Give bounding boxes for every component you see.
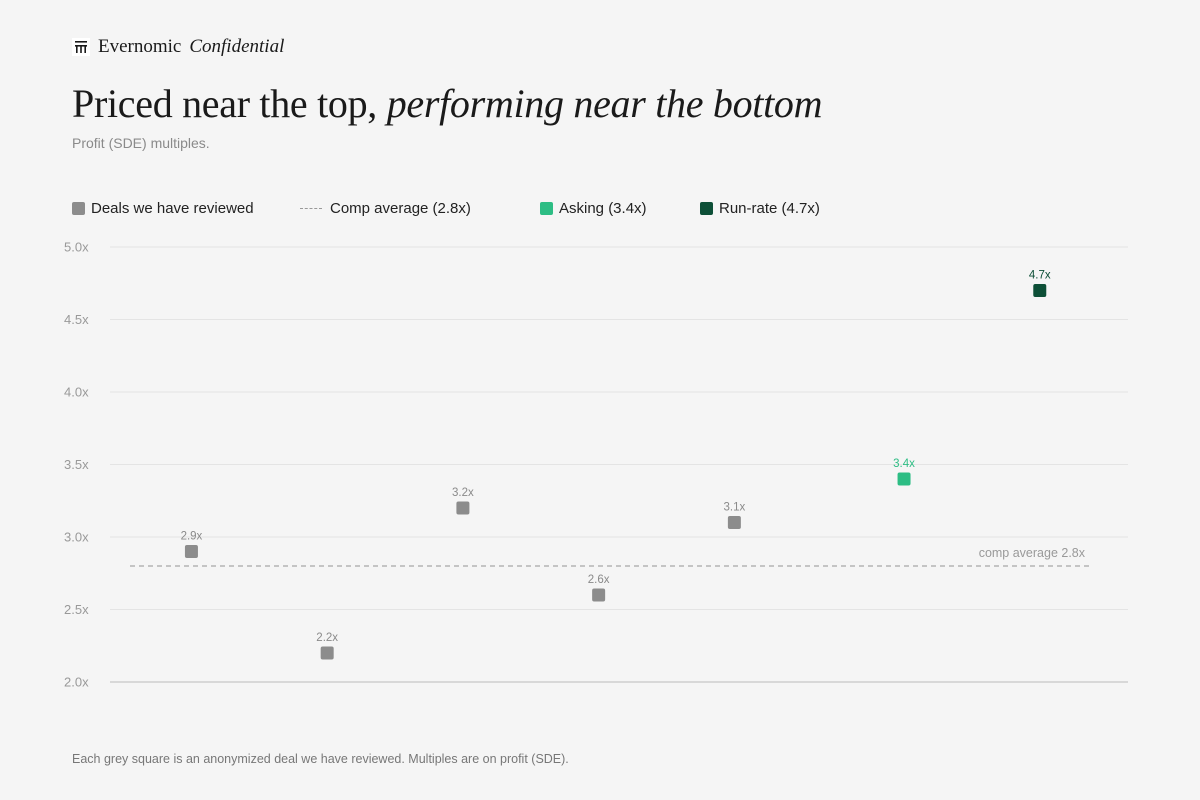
y-tick-label: 5.0x — [64, 240, 89, 255]
brand-name: Evernomic — [98, 36, 182, 57]
point-label-deal: 2.6x — [588, 574, 610, 586]
comp-average-label: comp average 2.8x — [979, 546, 1086, 560]
point-label-runrate: 4.7x — [1029, 270, 1051, 282]
legend-item-comp: Comp average (2.8x) — [300, 200, 471, 217]
point-runrate — [1033, 284, 1047, 297]
point-deal — [727, 516, 741, 529]
legend-item-runrate: Run-rate (4.7x) — [700, 200, 820, 217]
point-label-asking: 3.4x — [893, 458, 915, 470]
title-plain: Priced near the top, — [72, 81, 387, 126]
brand: Evernomic Confidential — [72, 36, 284, 58]
title-italic: performing near the bottom — [386, 81, 823, 126]
point-label-deal: 2.9x — [181, 531, 203, 543]
legend-swatch-deals — [72, 202, 85, 215]
y-tick-label: 2.0x — [64, 675, 89, 690]
legend-dash-comp — [300, 208, 322, 209]
y-tick-label: 2.5x — [64, 602, 89, 617]
point-label-deal: 3.2x — [452, 487, 474, 499]
legend-swatch-asking — [540, 202, 553, 215]
legend-label-runrate: Run-rate (4.7x) — [719, 200, 820, 217]
point-label-deal: 3.1x — [723, 502, 745, 514]
page-subtitle: Profit (SDE) multiples. — [72, 135, 210, 151]
point-deal — [592, 588, 606, 602]
y-tick-label: 3.0x — [64, 530, 89, 545]
legend-label-comp: Comp average (2.8x) — [330, 200, 471, 217]
legend-label-deals: Deals we have reviewed — [91, 200, 254, 217]
point-deal — [184, 545, 198, 558]
point-deal — [456, 501, 470, 515]
legend-item-deals: Deals we have reviewed — [72, 200, 254, 217]
y-tick-label: 4.0x — [64, 385, 89, 400]
brand-tag: Confidential — [189, 36, 285, 57]
point-label-deal: 2.2x — [316, 632, 338, 644]
legend-label-asking: Asking (3.4x) — [559, 200, 647, 217]
legend-swatch-runrate — [700, 202, 713, 215]
page-title: Priced near the top, performing near the… — [72, 80, 823, 127]
y-tick-label: 3.5x — [64, 457, 89, 472]
legend-item-asking: Asking (3.4x) — [540, 200, 647, 217]
footnote: Each grey square is an anonymized deal w… — [72, 752, 569, 766]
point-deal — [320, 646, 334, 660]
point-asking — [897, 472, 911, 486]
y-tick-label: 4.5x — [64, 312, 89, 327]
grid-logo-icon — [72, 38, 90, 56]
